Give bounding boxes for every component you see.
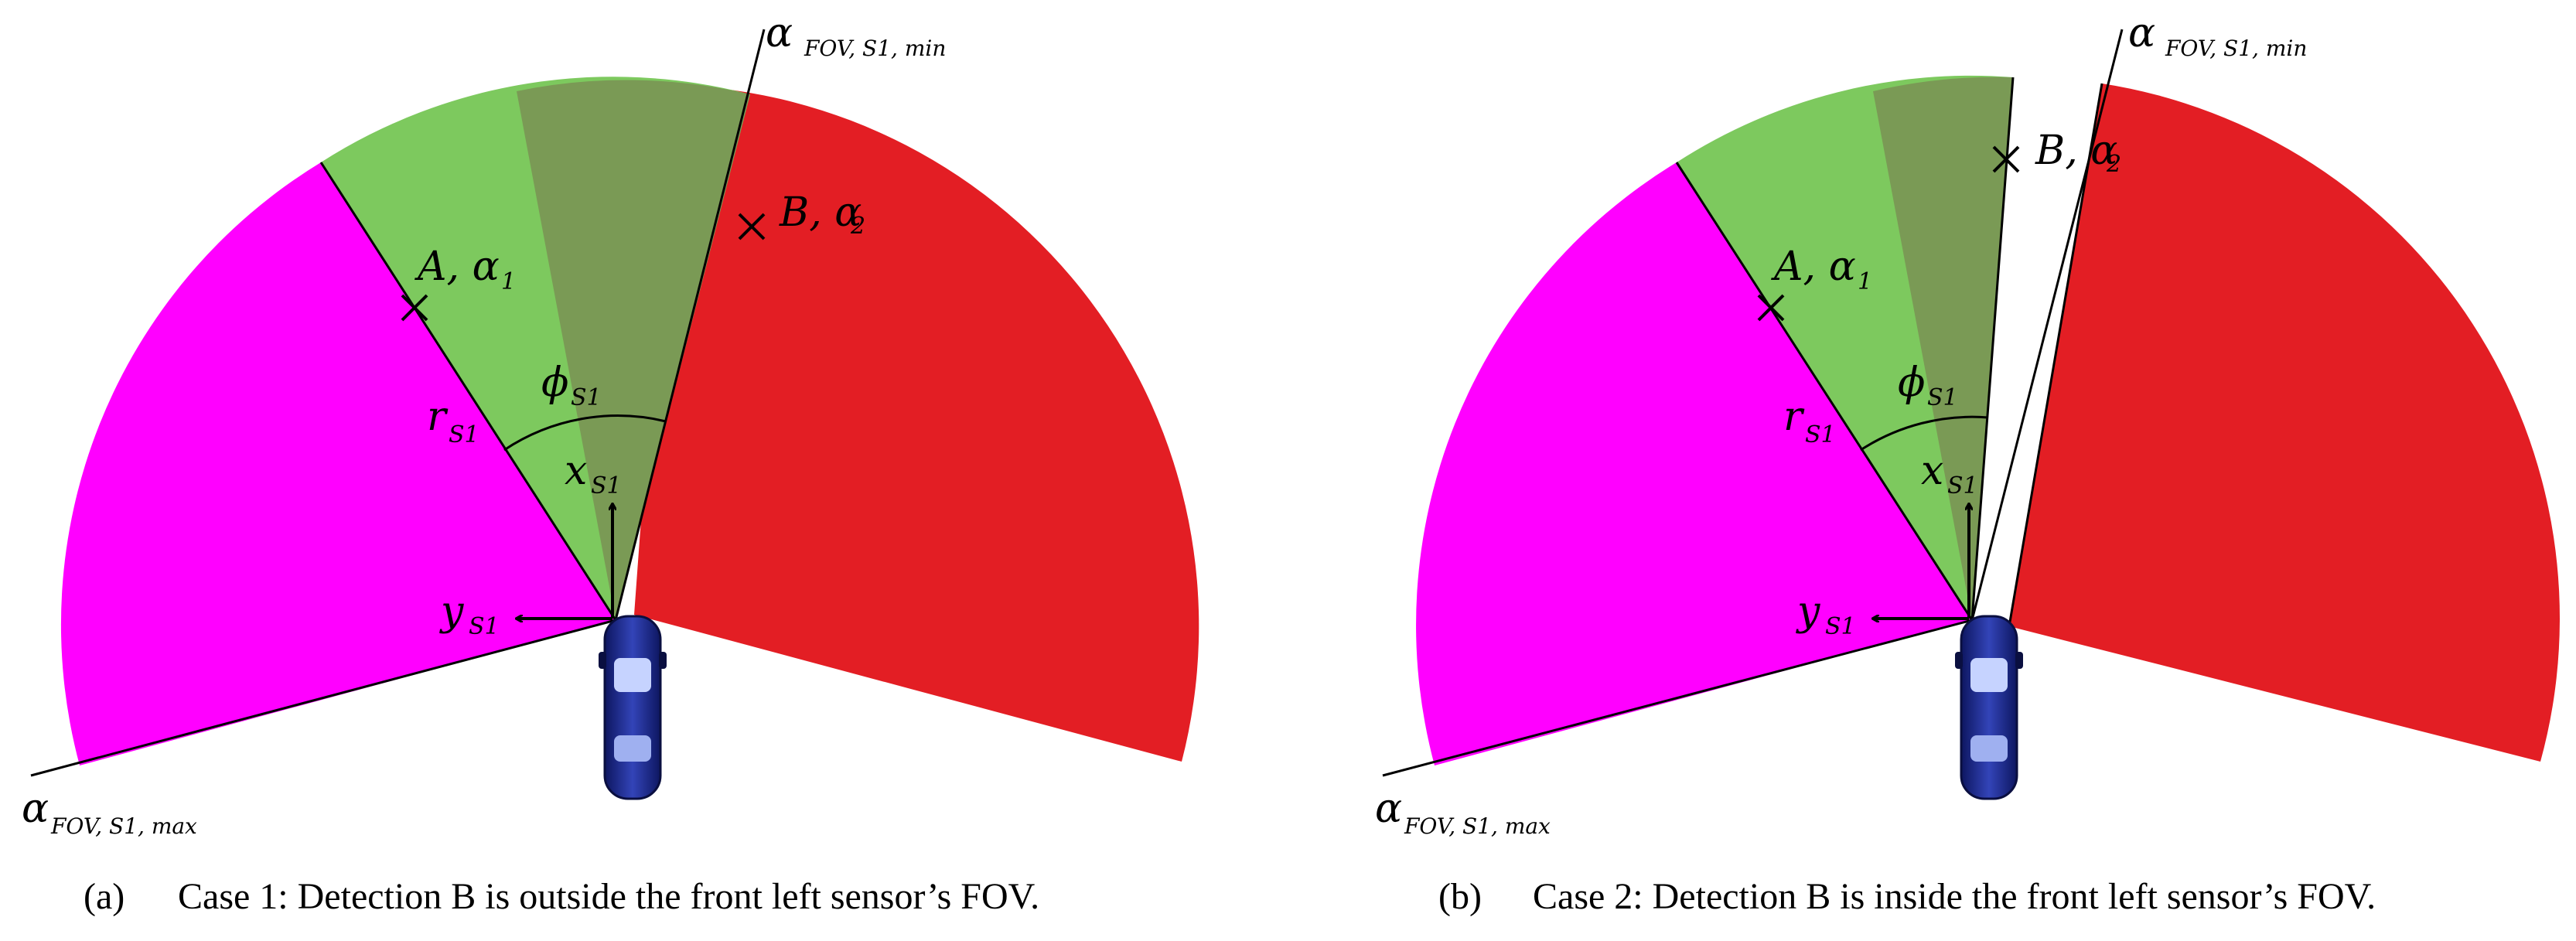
point-b-label: B, α bbox=[779, 189, 862, 236]
y-axis-subscript: S1 bbox=[469, 613, 500, 640]
x-axis-subscript: S1 bbox=[591, 472, 622, 499]
caption-b-text: Case 2: Detection B is inside the front … bbox=[1533, 876, 2376, 917]
point-a-label: A, α bbox=[1771, 244, 1856, 290]
phi-subscript: S1 bbox=[1927, 384, 1958, 411]
caption-b-label: (b) bbox=[1438, 876, 1482, 917]
alpha-min-label: α bbox=[2128, 10, 2155, 56]
x-axis-subscript: S1 bbox=[1947, 472, 1978, 499]
point-b-label: B, α bbox=[2035, 128, 2117, 174]
point-a-subscript: 1 bbox=[1858, 268, 1872, 295]
y-axis-subscript: S1 bbox=[1825, 613, 1856, 640]
left-region bbox=[60, 162, 616, 765]
alpha-max-label: α bbox=[1375, 786, 1402, 832]
alpha-min-label: α bbox=[766, 10, 793, 56]
right-region bbox=[2009, 84, 2560, 762]
alpha-min-subscript: FOV, S1, min bbox=[804, 36, 946, 61]
alpha-max-subscript: FOV, S1, max bbox=[50, 813, 197, 839]
phi-label: ϕ bbox=[1898, 360, 1925, 406]
vehicle-icon bbox=[1955, 615, 2023, 800]
phi-arc bbox=[1860, 415, 1989, 452]
y-axis-label: y bbox=[439, 588, 464, 635]
alpha-max-label: α bbox=[22, 786, 49, 832]
red-edge-line bbox=[2008, 83, 2103, 627]
y-axis-label: y bbox=[1796, 588, 1820, 635]
alpha-min-subscript: FOV, S1, min bbox=[2165, 36, 2307, 61]
caption-a-label: (a) bbox=[84, 876, 125, 917]
phi-arc bbox=[503, 414, 667, 452]
vehicle-icon bbox=[599, 615, 667, 800]
point-a-subscript: 1 bbox=[501, 268, 516, 295]
phi-subscript: S1 bbox=[571, 384, 602, 411]
phi-label: ϕ bbox=[541, 360, 568, 406]
overlap-region bbox=[517, 80, 750, 620]
overlap-region bbox=[1873, 77, 2013, 620]
detection-b-marker bbox=[738, 213, 766, 240]
point-b-subscript: 2 bbox=[2106, 151, 2121, 178]
detection-a-marker bbox=[401, 294, 428, 322]
panel-b: α FOV, S1, min α FOV, S1, max A, α 1 B, … bbox=[1375, 10, 2560, 917]
point-a-ray bbox=[1675, 162, 1974, 621]
point-b-subscript: 2 bbox=[850, 213, 865, 240]
alpha-max-boundary bbox=[30, 619, 616, 777]
caption-a-text: Case 1: Detection B is outside the front… bbox=[178, 876, 1039, 917]
point-a-label: A, α bbox=[415, 244, 500, 290]
right-region bbox=[634, 85, 1199, 762]
range-label: r bbox=[427, 394, 449, 440]
x-axis-label: x bbox=[1921, 448, 1943, 494]
range-label: r bbox=[1783, 394, 1805, 440]
point-a-ray bbox=[319, 162, 617, 621]
detection-a-marker bbox=[1757, 294, 1785, 322]
left-region bbox=[1416, 162, 1972, 765]
alpha-max-boundary bbox=[1382, 619, 1973, 777]
detection-b-marker bbox=[1992, 145, 2020, 173]
x-axis-label: x bbox=[565, 448, 587, 494]
sensor-edge-line bbox=[1970, 77, 2015, 621]
alpha-max-subscript: FOV, S1, max bbox=[1404, 813, 1551, 839]
alpha-min-boundary bbox=[1970, 29, 2124, 621]
range-subscript: S1 bbox=[1805, 421, 1836, 448]
panel-a: α FOV, S1, min α FOV, S1, max A, α 1 B, … bbox=[22, 10, 1199, 917]
range-subscript: S1 bbox=[449, 421, 479, 448]
alpha-min-boundary bbox=[614, 29, 766, 621]
